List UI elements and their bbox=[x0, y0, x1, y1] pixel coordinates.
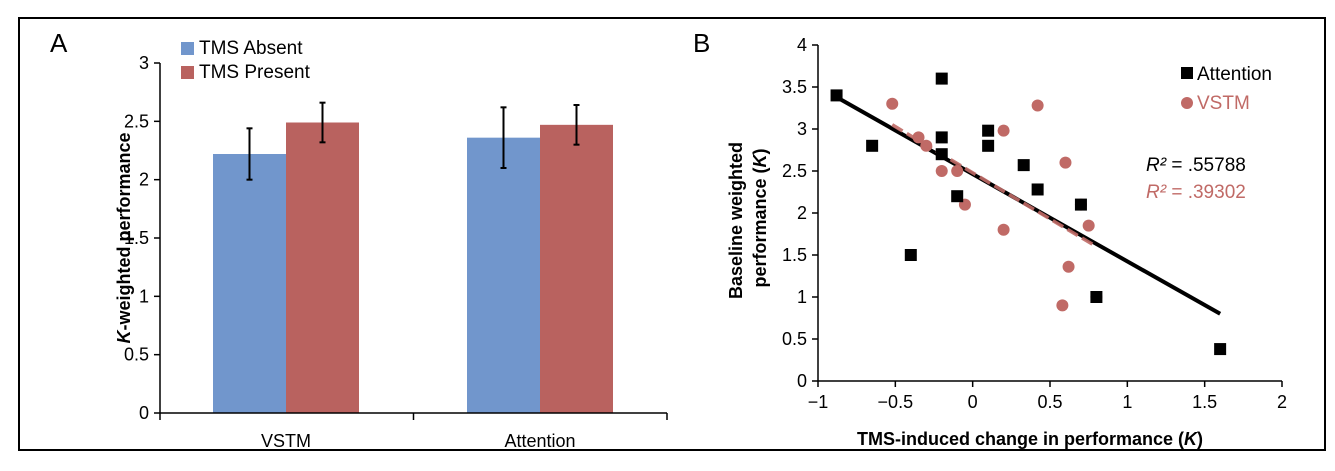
y-tick-label: 1.5 bbox=[782, 245, 807, 265]
y-tick-label: 1.5 bbox=[124, 228, 149, 248]
panel-a-letter: A bbox=[50, 28, 68, 58]
y-tick-label: 0 bbox=[797, 371, 807, 391]
panel-b-x-axis-close: ) bbox=[1197, 429, 1203, 449]
attention-point bbox=[1090, 291, 1103, 303]
bar bbox=[213, 154, 286, 413]
attention-r2-label: R² = .55788 bbox=[1146, 155, 1246, 176]
x-tick-label: 0.5 bbox=[1037, 392, 1062, 412]
attention-point bbox=[982, 124, 995, 137]
panel-b-y-axis-line2-var: K bbox=[750, 152, 770, 167]
attention-point bbox=[1031, 183, 1044, 196]
panel-a-y-axis-var: K bbox=[114, 329, 134, 344]
attention-point bbox=[935, 72, 948, 85]
panel-b-y-axis-line2-main: performance ( bbox=[750, 167, 770, 287]
vstm-point bbox=[1056, 299, 1069, 312]
vstm-point bbox=[935, 165, 948, 177]
vstm-point bbox=[997, 124, 1010, 137]
vstm-point bbox=[1031, 99, 1044, 112]
x-tick-label: 1 bbox=[1122, 392, 1132, 412]
attention-point bbox=[951, 190, 964, 203]
y-tick-label: 2 bbox=[139, 170, 149, 190]
panel-a-y-ticks: 0 0.5 1 1.5 2 2.5 3 bbox=[124, 53, 160, 423]
y-tick-label: 3.5 bbox=[782, 77, 807, 97]
panel-b-y-axis-line2: performance (K) bbox=[750, 148, 770, 287]
vstm-point bbox=[951, 165, 964, 177]
y-tick-label: 3 bbox=[797, 119, 807, 139]
attention-point bbox=[1214, 343, 1227, 356]
panel-b-legend: Attention VSTM bbox=[1181, 64, 1272, 114]
legend-marker-vstm bbox=[1181, 97, 1193, 109]
y-tick-label: 2 bbox=[797, 203, 807, 223]
panel-b-y-axis-title: Baseline weighted performance (K) bbox=[726, 137, 770, 299]
x-tick-label: −0.5 bbox=[878, 392, 914, 412]
r2-symbol: R² bbox=[1146, 155, 1167, 176]
y-tick-label: 3 bbox=[139, 53, 149, 73]
attention-point bbox=[830, 89, 843, 102]
x-tick-label: 1.5 bbox=[1192, 392, 1217, 412]
attention-point bbox=[866, 139, 879, 152]
category-label: VSTM bbox=[261, 431, 311, 451]
panel-b: B 0 0.5 1 1.5 2 2.5 3 3.5 4 −1 −0.5 0 0.5 1 1.5 2 Atten… bbox=[693, 28, 1287, 449]
vstm-point bbox=[912, 131, 925, 144]
y-tick-label: 1 bbox=[797, 287, 807, 307]
y-tick-label: 0.5 bbox=[124, 345, 149, 365]
legend-label: Attention bbox=[1197, 64, 1272, 85]
panel-a-x-labels: VSTM Attention bbox=[261, 431, 576, 451]
r2-value: = .39302 bbox=[1166, 182, 1246, 203]
y-tick-label: 2.5 bbox=[124, 111, 149, 131]
legend-label: VSTM bbox=[1197, 93, 1250, 114]
x-tick-label: 0 bbox=[968, 392, 978, 412]
panel-b-y-axis-line1: Baseline weighted bbox=[726, 142, 746, 299]
panel-b-ticks: 0 0.5 1 1.5 2 2.5 3 3.5 4 −1 −0.5 0 0.5 1 1.5 2 bbox=[782, 35, 1287, 412]
panel-a-axes bbox=[159, 63, 668, 420]
vstm-point bbox=[920, 139, 933, 152]
legend-swatch bbox=[181, 42, 194, 55]
panel-a-bars bbox=[213, 122, 613, 413]
y-tick-label: 4 bbox=[797, 35, 807, 55]
panel-b-x-axis-title: TMS-induced change in performance (K) bbox=[857, 429, 1203, 449]
vstm-point bbox=[1062, 260, 1075, 273]
panel-a-legend: TMS Absent TMS Present bbox=[181, 38, 311, 83]
panel-b-x-axis-main: TMS-induced change in performance ( bbox=[857, 429, 1184, 449]
y-tick-label: 0.5 bbox=[782, 329, 807, 349]
vstm-point bbox=[886, 97, 899, 110]
attention-point bbox=[935, 131, 948, 144]
panel-a: A 0 0.5 1 1.5 2 2.5 3 VSTM Attention TMS Absent… bbox=[50, 28, 668, 451]
legend-label: TMS Absent bbox=[199, 38, 303, 59]
y-tick-label: 2.5 bbox=[782, 161, 807, 181]
vstm-r2-label: R² = .39302 bbox=[1146, 182, 1246, 203]
y-tick-label: 0 bbox=[139, 403, 149, 423]
legend-marker-attention bbox=[1181, 67, 1193, 79]
panel-a-y-axis-title: K-weighted performance bbox=[114, 132, 134, 343]
legend-label: TMS Present bbox=[199, 62, 311, 83]
vstm-point bbox=[997, 223, 1010, 236]
panel-b-y-axis-line2-close: ) bbox=[750, 148, 770, 154]
vstm-point bbox=[1082, 219, 1095, 232]
attention-point bbox=[904, 249, 917, 261]
y-tick-label: 1 bbox=[139, 286, 149, 306]
r2-value: = .55788 bbox=[1166, 155, 1246, 176]
vstm-point bbox=[1059, 156, 1072, 169]
x-tick-label: 2 bbox=[1277, 392, 1287, 412]
panel-a-error-bars bbox=[246, 101, 580, 181]
category-label: Attention bbox=[504, 431, 575, 451]
r2-symbol: R² bbox=[1146, 182, 1167, 203]
panel-b-x-axis-var: K bbox=[1184, 429, 1199, 449]
attention-point bbox=[1074, 198, 1087, 211]
bar bbox=[467, 137, 540, 413]
panel-b-letter: B bbox=[693, 28, 710, 58]
attention-point bbox=[982, 139, 995, 152]
legend-swatch bbox=[181, 66, 194, 79]
attention-point bbox=[935, 148, 948, 161]
panel-a-y-axis-rest: -weighted performance bbox=[114, 132, 134, 330]
attention-point bbox=[1017, 159, 1030, 172]
panel-b-points bbox=[830, 72, 1227, 356]
bar bbox=[286, 122, 359, 413]
bar bbox=[540, 124, 613, 413]
x-tick-label: −1 bbox=[808, 392, 829, 412]
